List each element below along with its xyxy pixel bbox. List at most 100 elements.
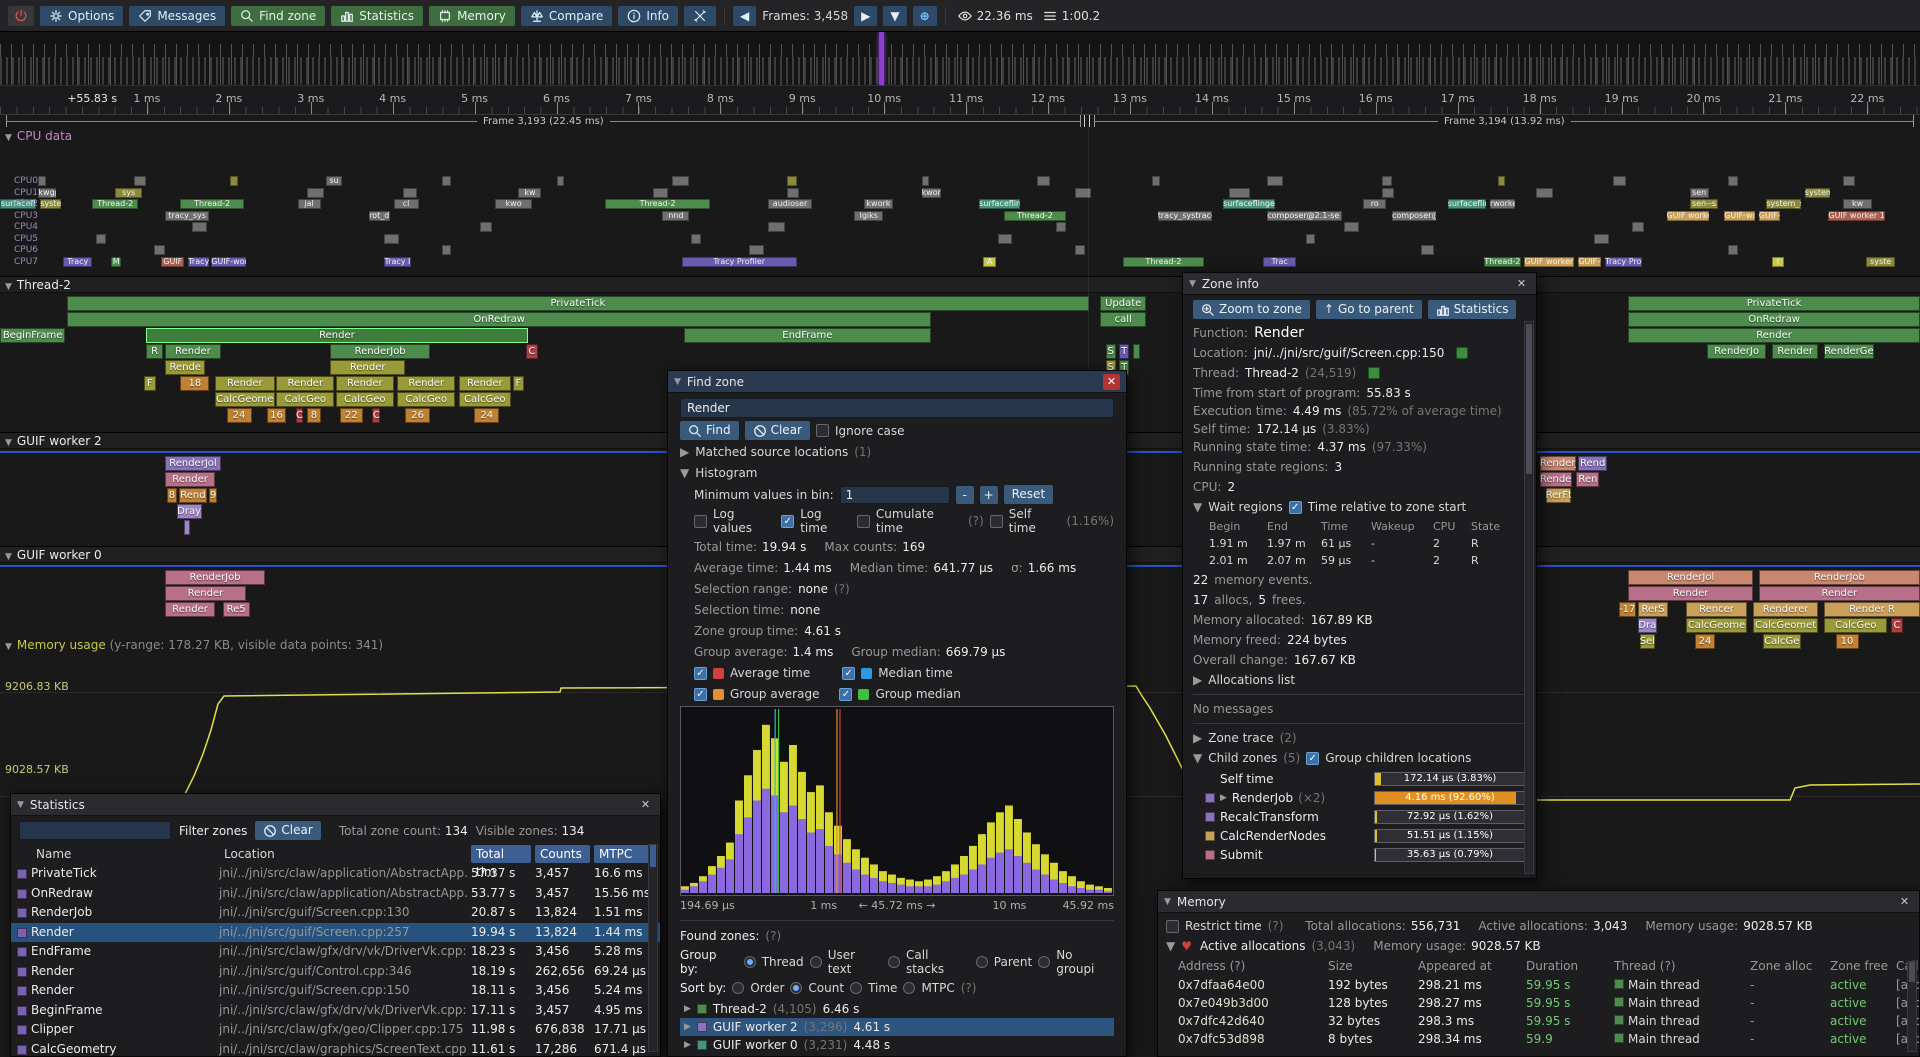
cpu-segment[interactable]: kwork — [864, 199, 893, 209]
cpu-segment[interactable]: audioser — [768, 199, 813, 209]
cpu-segment[interactable]: ro — [1363, 199, 1387, 209]
cpu-segment[interactable] — [672, 176, 690, 186]
cpu-segment[interactable]: kw — [1843, 199, 1872, 209]
cpu-segment[interactable]: surfaceflinge — [1447, 199, 1487, 209]
cpu-segment[interactable] — [1420, 245, 1435, 255]
zone[interactable]: 24 — [1695, 634, 1715, 649]
options-button[interactable]: Options — [40, 5, 124, 26]
zone[interactable]: RenderJol — [165, 456, 221, 471]
child-zone-row[interactable]: Submit 35.63 μs (0.79%) — [1193, 845, 1526, 864]
self-time-checkbox[interactable] — [989, 514, 1003, 528]
zone[interactable]: CalcGe — [1762, 634, 1801, 649]
cpu-segment[interactable]: Trac — [1263, 256, 1296, 267]
cpu-segment[interactable] — [307, 187, 325, 198]
compare-button[interactable]: Compare — [520, 5, 613, 26]
find-zone-titlebar[interactable]: ▼ Find zone ✕ — [668, 371, 1126, 393]
zone-group-row[interactable]: ▶ GUIF worker 2 (3,296) 4.61 s — [680, 1018, 1114, 1036]
cpu-segment[interactable] — [403, 187, 417, 198]
zone[interactable]: Render — [276, 376, 335, 391]
goto-frame-button[interactable]: ⊕ — [912, 5, 937, 26]
cpu-segment[interactable]: tracy_systrace — [1157, 210, 1212, 221]
cpu-segment[interactable] — [192, 222, 208, 232]
allocation-row[interactable]: 0x7dfc53d898 8 bytes 298.34 ms 59.9 Main thr… — [1166, 1030, 1919, 1048]
ignore-case-checkbox[interactable] — [815, 424, 829, 437]
scrollbar-thumb[interactable] — [1909, 962, 1915, 982]
stats-column-header[interactable]: Total tim — [471, 845, 531, 879]
cpu-segment[interactable]: composer@ — [1392, 210, 1437, 221]
sort-by-radio[interactable] — [850, 982, 863, 994]
sort-by-radio[interactable] — [732, 982, 745, 994]
zone[interactable]: Renderer — [1752, 602, 1819, 617]
zone[interactable]: C — [372, 408, 381, 423]
statistics-button[interactable]: Statistics — [331, 5, 424, 26]
allocation-row[interactable]: 0x7dfaa64e00 192 bytes 298.21 ms 59.95 s Mai… — [1166, 976, 1919, 994]
alloc-column-header[interactable]: Duration — [1526, 959, 1579, 973]
cumulate-time-checkbox[interactable] — [856, 514, 870, 528]
collapse-icon[interactable]: ▼ — [1189, 278, 1196, 289]
group-by-radio[interactable] — [1038, 956, 1051, 968]
frame-overview-cursor[interactable] — [879, 32, 885, 85]
zone[interactable]: CalcGeo — [276, 392, 335, 407]
cpu-segment[interactable]: Thread-2 — [1484, 256, 1521, 267]
zoom-to-zone-button[interactable]: Zoom to zone — [1193, 300, 1310, 319]
zone[interactable]: CalcGeo — [1824, 618, 1888, 633]
zone[interactable]: Sel — [1639, 634, 1656, 649]
zone[interactable]: R — [145, 344, 164, 359]
scrollbar[interactable] — [1524, 321, 1534, 874]
alloc-column-header[interactable]: Address (?) — [1178, 959, 1246, 973]
cpu-segment[interactable]: cl — [393, 199, 419, 209]
scrollbar[interactable] — [1907, 961, 1917, 1052]
collapse-icon[interactable]: ▼ — [1164, 896, 1171, 907]
cpu-segment[interactable] — [652, 187, 669, 198]
zone[interactable]: PrivateTick — [67, 296, 1089, 311]
zone[interactable]: C — [1891, 618, 1903, 633]
zone[interactable]: CalcGeo — [336, 392, 394, 407]
zone[interactable]: F — [512, 376, 525, 391]
wait-regions-header[interactable]: ▼Wait regionsTime relative to zone start — [1193, 498, 1526, 516]
zone[interactable]: Render — [1628, 328, 1920, 343]
alloc-column-header[interactable]: Size — [1328, 959, 1353, 973]
memory-titlebar[interactable]: ▼ Memory ✕ — [1158, 891, 1919, 913]
cpu-segment[interactable]: Thread-2 — [1004, 210, 1066, 221]
cpu-segment[interactable]: Thread-2 — [1123, 256, 1204, 267]
cpu-segment[interactable]: GUIF — [161, 256, 185, 267]
frame-marker[interactable]: Frame 3,193 (22.45 ms) — [5, 115, 1081, 127]
statistics-titlebar[interactable]: ▼ Statistics ✕ — [11, 794, 660, 816]
zone[interactable] — [184, 520, 191, 535]
zone[interactable]: F — [144, 376, 156, 391]
cpu-segment[interactable] — [1843, 176, 1855, 186]
stats-row[interactable]: Clipper jni/../jni/src/claw/gfx/geo/Clipp… — [11, 1020, 660, 1040]
cpu-segment[interactable] — [1056, 222, 1066, 232]
cpu-segment[interactable] — [921, 176, 930, 186]
zone-info-titlebar[interactable]: ▼ Zone info ✕ — [1183, 273, 1536, 295]
power-button[interactable] — [8, 5, 34, 26]
child-zone-row[interactable]: RecalcTransform 72.92 μs (1.62%) — [1193, 807, 1526, 826]
group-average-checkbox[interactable] — [694, 687, 707, 701]
zone[interactable]: 26 — [405, 408, 431, 423]
cpu-segment[interactable]: Tracy — [188, 256, 210, 267]
cpu-segment[interactable]: nnd — [662, 210, 690, 221]
zone[interactable]: RenderJol — [1628, 570, 1753, 585]
zone[interactable]: Render — [165, 472, 216, 487]
group-median-checkbox[interactable] — [839, 687, 853, 701]
stats-row[interactable]: BeginFrame jni/../jni/src/claw/gfx/drv/vk… — [11, 1001, 660, 1021]
memory-usage-header[interactable]: ▼ Memory usage (y-range: 178.27 KB, visib… — [5, 638, 383, 652]
close-icon[interactable]: ✕ — [1899, 894, 1910, 908]
scrollbar-thumb[interactable] — [1526, 324, 1532, 474]
close-icon[interactable]: ✕ — [1103, 373, 1120, 390]
cpu-segment[interactable]: rot_d — [368, 210, 390, 221]
zone[interactable]: Render — [1772, 344, 1819, 359]
zone[interactable]: Render R — [1824, 602, 1920, 617]
zone[interactable]: RenderJob — [165, 570, 265, 585]
child-zones-header[interactable]: ▼Child zones(5)Group children locations — [1193, 749, 1526, 767]
cpu-segment[interactable]: Tracy Profiler — [681, 256, 797, 267]
cpu-segment[interactable]: kwo — [495, 199, 532, 209]
scrollbar[interactable] — [648, 844, 658, 1052]
zone[interactable]: Rend — [1578, 456, 1608, 471]
cpu-segment[interactable]: GUIF-w — [1758, 210, 1780, 221]
cpu-segment[interactable] — [96, 233, 106, 244]
zone[interactable]: Ren — [1576, 472, 1600, 487]
zone[interactable]: CalcGeomet — [1752, 618, 1819, 633]
zone[interactable]: -17 — [1618, 602, 1636, 617]
cpu-segment[interactable] — [1497, 176, 1506, 186]
